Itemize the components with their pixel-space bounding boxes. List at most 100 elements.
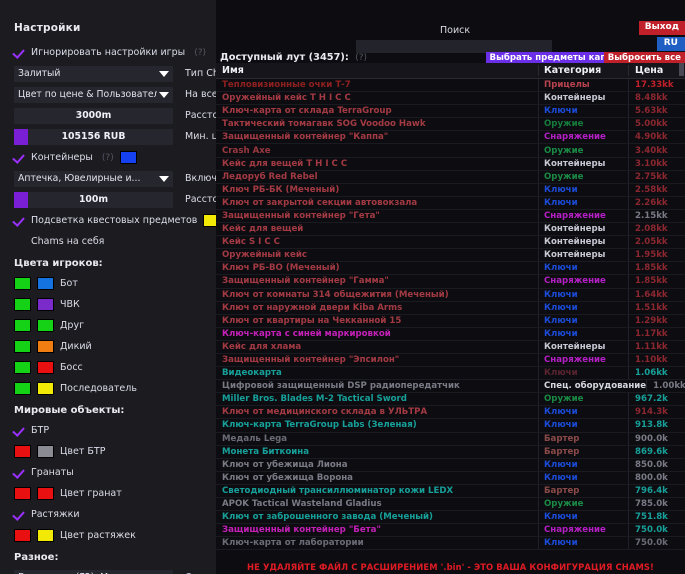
table-row[interactable]: Ключ от комнаты 314 общежития (Меченый) К… [216, 288, 685, 302]
world-object-right-swatch[interactable] [37, 529, 54, 542]
player-color-left-swatch[interactable] [14, 277, 31, 290]
cell-name[interactable]: Crash Axe [222, 145, 271, 156]
table-row[interactable]: Защищенный контейнер "Гамма" Снаряжение 1.… [216, 275, 685, 289]
cell-name[interactable]: Цифровой защищенный DSP радиопередатчик [222, 381, 460, 392]
table-row[interactable]: Защищенный контейнер "Эпсилон" Снаряжение… [216, 353, 685, 368]
player-color-right-swatch[interactable] [37, 340, 54, 353]
player-color-right-swatch[interactable] [37, 277, 54, 290]
search-input[interactable] [356, 40, 552, 53]
world-object-left-swatch[interactable] [14, 529, 31, 542]
checkmark-icon[interactable] [14, 236, 25, 247]
player-color-right-swatch[interactable] [37, 319, 54, 332]
table-row[interactable]: Цифровой защищенный DSP радиопередатчик С… [216, 380, 685, 394]
player-color-row[interactable]: Друг [0, 316, 216, 335]
cell-name[interactable]: Светодиодный трансиллюминатор кожи LEDX [222, 485, 454, 496]
checkmark-icon[interactable] [14, 425, 25, 436]
chevron-down-icon[interactable] [159, 70, 169, 77]
world-object-left-swatch[interactable] [14, 445, 31, 458]
table-row[interactable]: Ключ от наружной двери Kiba Arms Ключи 1.5… [216, 301, 685, 315]
player-color-left-swatch[interactable] [14, 298, 31, 311]
help-icon[interactable]: (?) [194, 47, 206, 58]
cell-name[interactable]: Медаль Lega [222, 433, 288, 444]
distance-2-slider[interactable]: 100m [14, 191, 173, 208]
cell-name[interactable]: Ключ от закрытой секции автовокзала [222, 197, 418, 208]
player-color-row[interactable]: Последователь [0, 379, 216, 398]
select-kappa-items-button[interactable]: Выбрать предметы каппа [485, 52, 622, 66]
player-color-row[interactable]: Бот [0, 274, 216, 293]
checkmark-icon[interactable] [14, 467, 25, 478]
cell-name[interactable]: Кейс для вещей Т Н I С С [222, 158, 348, 169]
table-row[interactable]: Тепловизионные очки Т-7 Прицелы 17.33kk [216, 79, 685, 93]
world-object-left-swatch[interactable] [14, 487, 31, 500]
help-icon[interactable]: (?) [101, 152, 114, 163]
player-color-row[interactable]: Босс [0, 358, 216, 377]
table-row[interactable]: Ключ РБ-БК (Меченый) Ключи 2.58kk [216, 183, 685, 197]
player-color-right-swatch[interactable] [37, 382, 54, 395]
table-row[interactable]: Ключ от медицинского склада в УЛЬТРА Ключ… [216, 406, 685, 420]
player-color-right-swatch[interactable] [37, 361, 54, 374]
cell-name[interactable]: Ключ-карта от лаборатории [222, 538, 364, 549]
table-row[interactable]: Медаль Lega Бартер 900.0k [216, 432, 685, 446]
distance-1-row[interactable]: 3000m Расстояние [0, 106, 242, 125]
cell-name[interactable]: Miller Bros. Blades M-2 Tactical Sword [222, 394, 407, 405]
cell-name[interactable]: Защищенный контейнер "Гамма" [222, 276, 389, 287]
cell-name[interactable]: Ключ от медицинского склада в УЛЬТРА [222, 407, 428, 418]
column-header-category[interactable]: Категория [538, 65, 628, 76]
cell-name[interactable]: Ключ от убежища Ворона [222, 472, 353, 483]
world-object-color-row[interactable]: Цвет гранат [0, 484, 216, 503]
table-row[interactable]: Ключ от убежища Лиона Ключи 850.0k [216, 458, 685, 472]
cell-name[interactable]: Защищенный контейнер "Эпсилон" [222, 355, 400, 366]
checkmark-icon[interactable] [14, 47, 25, 58]
cell-name[interactable]: APOK Tactical Wasteland Gladius [222, 499, 382, 510]
cell-name[interactable]: Кейс для хлама [222, 341, 302, 352]
cell-name[interactable]: Ключ РБ-БК (Меченый) [222, 184, 340, 195]
table-row[interactable]: Тактический томагавк SOG Voodoo Hawk Оруж… [216, 118, 685, 132]
world-object-color-row[interactable]: Цвет растяжек [0, 526, 216, 545]
table-row[interactable]: Защищенный контейнер "Гета" Снаряжение 2.1… [216, 209, 685, 224]
drop-all-button[interactable]: Выбросить все [603, 52, 685, 66]
player-color-left-swatch[interactable] [14, 361, 31, 374]
column-header-name[interactable]: Имя [222, 65, 244, 76]
table-row[interactable]: Ключ-карта с синей маркировкой Ключи 1.17k… [216, 327, 685, 341]
color-mode-dropdown[interactable]: Цвет по цене & Пользователи [14, 86, 173, 103]
min-price-slider[interactable]: 105156 RUB [14, 128, 173, 145]
distance-2-row[interactable]: 100m Расстояние [0, 190, 242, 209]
table-row[interactable]: Светодиодный трансиллюминатор кожи LEDX Б… [216, 484, 685, 498]
player-color-row[interactable]: ЧВК [0, 295, 216, 314]
chevron-down-icon[interactable] [159, 91, 169, 98]
exit-button[interactable]: Выход [638, 21, 685, 35]
table-row[interactable]: Защищенный контейнер "Каппа" Снаряжение 4.… [216, 131, 685, 145]
table-row[interactable]: Ключ от заброшенного завода (Меченый) Клю… [216, 511, 685, 525]
table-row[interactable]: Кейс для хлама Контейнеры 1.11kk [216, 340, 685, 354]
cell-name[interactable]: Видеокарта [222, 368, 282, 379]
world-object-toggle-row[interactable]: Гранаты [0, 463, 216, 482]
cell-name[interactable]: Ключ от квартиры на Чекканной 15 [222, 315, 402, 326]
table-row[interactable]: Оружейный кейс Контейнеры 1.95kk [216, 249, 685, 263]
player-color-left-swatch[interactable] [14, 382, 31, 395]
table-row[interactable]: Miller Bros. Blades M-2 Tactical Sword Ор… [216, 393, 685, 407]
misc-dropdown-row[interactable]: Без отдачи (F2), Мгновенное п Оружие [0, 568, 225, 574]
containers-row[interactable]: Контейнеры (?) [0, 148, 216, 167]
table-row[interactable]: Кейс S I C C Контейнеры 2.05kk [216, 236, 685, 250]
container-filter-row[interactable]: Аптечка, Ювелирные и... Включено [0, 169, 235, 188]
player-color-row[interactable]: Дикий [0, 337, 216, 356]
world-object-right-swatch[interactable] [37, 487, 54, 500]
cell-name[interactable]: Монета Биткоина [222, 446, 310, 457]
cell-name[interactable]: Ключ от наружной двери Kiba Arms [222, 302, 403, 313]
player-color-right-swatch[interactable] [37, 298, 54, 311]
quest-highlight-row[interactable]: Подсветка квестовых предметов [0, 211, 221, 230]
cell-name[interactable]: Кейс S I C C [222, 237, 280, 248]
player-color-left-swatch[interactable] [14, 319, 31, 332]
language-button[interactable]: RU [656, 37, 685, 51]
table-row[interactable]: Ключ-карта от лаборатории Ключи 750.0k [216, 537, 685, 551]
table-row[interactable]: Ледоруб Red Rebel Оружие 2.75kk [216, 170, 685, 184]
table-row[interactable]: Ключ РБ-ВО (Меченый) Ключи 1.85kk [216, 262, 685, 276]
cell-name[interactable]: Кейс для вещей [222, 224, 304, 235]
container-filter-dropdown[interactable]: Аптечка, Ювелирные и... [14, 170, 173, 187]
table-row[interactable]: Ключ-карта от склада TerraGroup Ключи 5.63… [216, 105, 685, 119]
table-row[interactable]: Ключ от квартиры на Чекканной 15 Ключи 1.2… [216, 314, 685, 328]
world-object-color-row[interactable]: Цвет БТР [0, 442, 216, 461]
help-icon[interactable]: (?) [355, 53, 368, 63]
table-row[interactable]: Монета Биткоина Бартер 869.6k [216, 445, 685, 459]
cell-name[interactable]: Оружейный кейс Т Н I С С [222, 93, 351, 104]
